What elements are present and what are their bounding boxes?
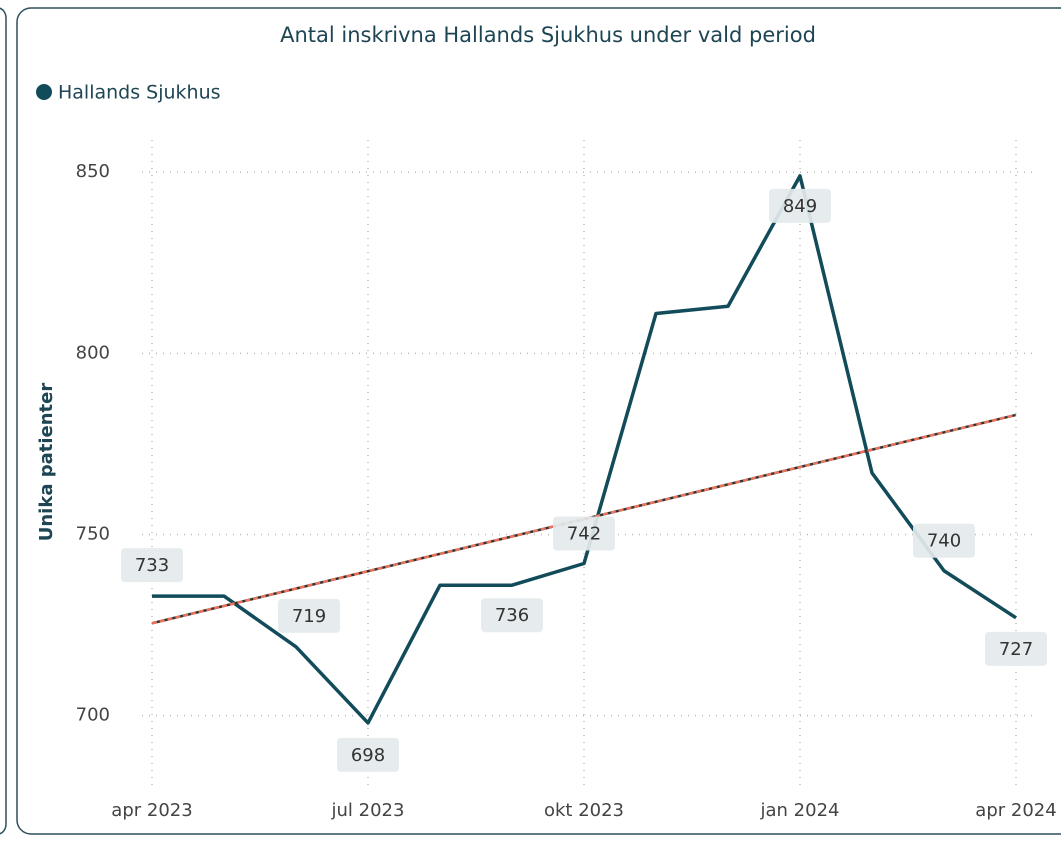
data-label: 736 xyxy=(495,605,529,626)
series-line xyxy=(152,174,1017,725)
data-label-box xyxy=(985,631,1047,666)
x-tick-label: apr 2023 xyxy=(111,800,192,821)
data-label-box xyxy=(337,737,399,772)
data-label: 733 xyxy=(135,555,169,576)
y-tick-label: 800 xyxy=(76,342,110,363)
x-tick-label: apr 2024 xyxy=(975,800,1056,821)
x-tick-label: okt 2023 xyxy=(544,800,624,821)
data-label: 727 xyxy=(999,639,1033,660)
x-tick-label: jul 2023 xyxy=(331,800,405,821)
data-label-box xyxy=(913,523,975,558)
panel-border xyxy=(16,7,1061,835)
y-tick-label: 850 xyxy=(76,161,110,182)
data-label: 719 xyxy=(292,606,326,627)
data-label: 742 xyxy=(567,523,601,544)
y-tick-label: 700 xyxy=(76,705,110,726)
data-label-box xyxy=(278,598,340,633)
data-label-box xyxy=(553,516,615,551)
y-tick-label: 750 xyxy=(76,524,110,545)
data-label-box xyxy=(769,188,831,223)
chart-title: Antal inskrivna Hallands Sjukhus under v… xyxy=(280,23,816,47)
y-axis-label: Unika patienter xyxy=(36,383,57,542)
data-label: 849 xyxy=(783,196,817,217)
data-label-box xyxy=(121,548,183,583)
side-panel-border xyxy=(0,7,7,835)
legend-marker xyxy=(36,84,52,100)
data-label: 740 xyxy=(927,531,961,552)
data-label: 698 xyxy=(351,745,385,766)
data-label-box xyxy=(481,598,543,633)
legend-label: Hallands Sjukhus xyxy=(58,82,221,104)
x-tick-label: jan 2024 xyxy=(760,800,840,821)
